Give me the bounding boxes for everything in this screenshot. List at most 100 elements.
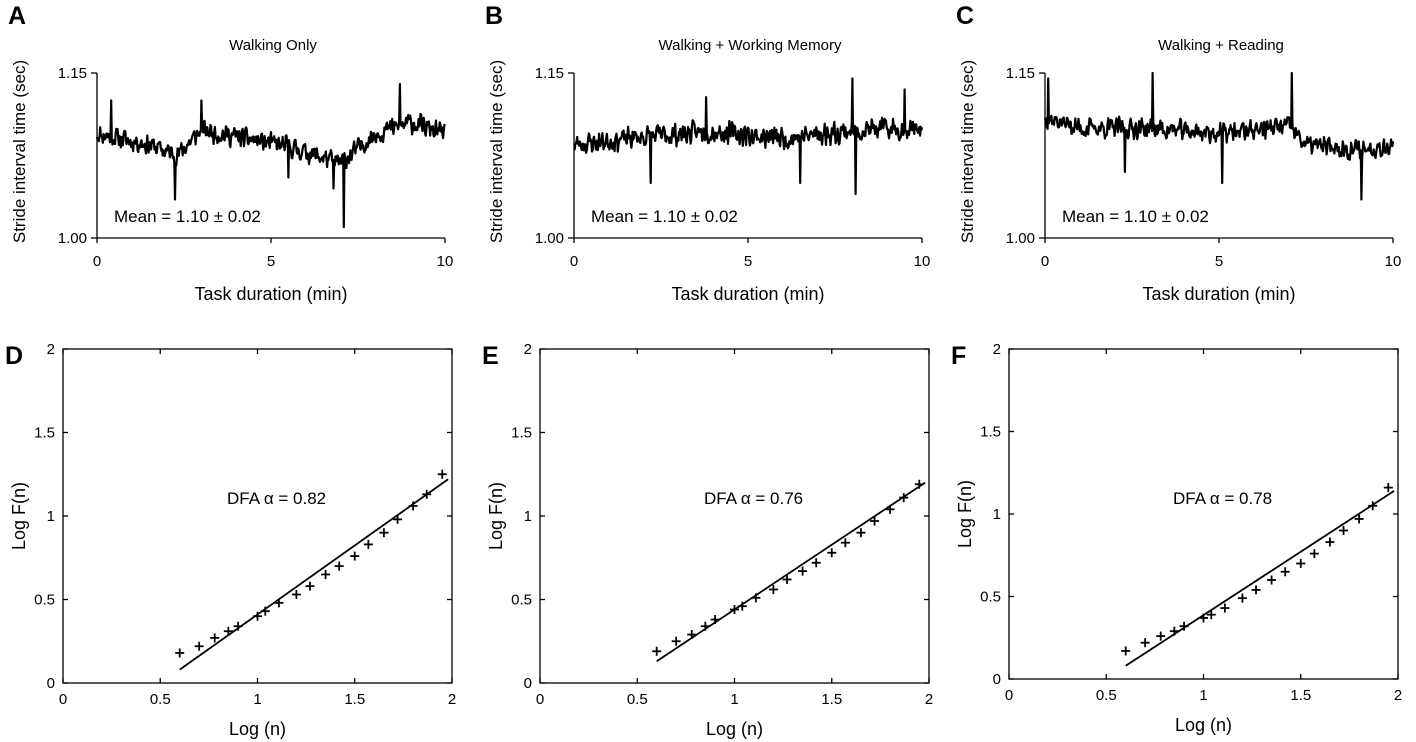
y-axis-label: Stride interval time (sec)	[958, 60, 977, 243]
panel-title: Walking Only	[229, 37, 317, 54]
data-point	[321, 569, 331, 579]
mean-annotation: Mean = 1.10 ± 0.02	[114, 207, 261, 226]
x-axis-label: Log (n)	[706, 719, 763, 739]
data-point	[899, 493, 909, 503]
data-point	[730, 605, 739, 615]
data-point	[210, 633, 220, 643]
data-point	[1199, 613, 1208, 623]
x-tick-label: 0.5	[150, 691, 171, 708]
data-point	[914, 479, 924, 489]
x-tick-label: 0.5	[627, 691, 648, 708]
y-tick-label: 1.15	[1006, 65, 1035, 82]
data-point	[1156, 631, 1166, 641]
data-point	[885, 504, 895, 514]
data-point	[1169, 626, 1179, 636]
y-tick-label: 0.5	[980, 589, 1001, 606]
y-tick-label: 1.00	[535, 230, 564, 247]
y-tick-label: 0	[47, 675, 55, 692]
data-point	[1140, 638, 1150, 648]
x-tick-label: 10	[914, 253, 931, 270]
stride-interval-series	[1043, 71, 1395, 201]
panel-a: A Walking Only 1.00 1.15 0 5 10 Task duration (…	[8, 2, 453, 304]
regression-line	[656, 481, 926, 663]
panel-title: Walking + Working Memory	[659, 37, 842, 54]
data-point	[393, 514, 403, 524]
data-point	[1267, 575, 1277, 585]
x-axis-label: Task duration (min)	[194, 284, 347, 304]
x-tick-label: 2	[925, 691, 933, 708]
data-point	[840, 538, 850, 548]
data-point	[1339, 526, 1349, 535]
data-point	[811, 558, 821, 568]
y-tick-label: 1.15	[535, 65, 564, 82]
data-point	[233, 621, 243, 631]
stride-interval-series	[95, 82, 446, 229]
data-point	[350, 551, 360, 561]
panel-c: C Walking + Reading 1.00 1.15 0 5 10 Task durat…	[956, 2, 1401, 304]
data-point	[687, 630, 697, 640]
data-point	[700, 621, 710, 631]
data-point	[291, 589, 301, 599]
data-point	[379, 528, 389, 538]
x-tick-label: 10	[1385, 253, 1402, 270]
y-tick-label: 1.15	[58, 65, 87, 82]
data-point	[274, 598, 284, 608]
data-point	[1237, 593, 1247, 603]
data-point	[856, 528, 866, 538]
data-point	[652, 646, 662, 656]
plot-frame	[1008, 348, 1399, 680]
data-point	[782, 574, 792, 584]
data-point	[737, 601, 747, 611]
data-point	[223, 626, 233, 636]
x-tick-label: 1.5	[821, 691, 842, 708]
x-tick-label: 1.5	[344, 691, 365, 708]
data-point	[1325, 537, 1335, 547]
x-tick-label: 0	[59, 691, 67, 708]
panel-letter: C	[956, 2, 974, 30]
panel-b: B Walking + Working Memory 1.00 1.15 0 5 10 Tas…	[485, 2, 930, 304]
x-tick-label: 0	[536, 691, 544, 708]
data-point	[671, 636, 681, 646]
x-tick-label: 10	[437, 253, 454, 270]
mean-annotation: Mean = 1.10 ± 0.02	[1062, 207, 1209, 226]
x-axis-label: Task duration (min)	[1142, 284, 1295, 304]
data-point	[1280, 567, 1290, 577]
y-tick-label: 0.5	[511, 592, 532, 609]
data-point	[751, 593, 761, 603]
regression-line	[1125, 490, 1395, 667]
data-point	[408, 501, 418, 511]
y-tick-label: 2	[47, 341, 55, 358]
x-tick-label: 5	[1215, 253, 1223, 270]
x-tick-label: 0	[570, 253, 578, 270]
y-tick-label: 1.5	[34, 425, 55, 442]
y-tick-label: 1.00	[1006, 230, 1035, 247]
data-point	[253, 611, 262, 621]
x-tick-label: 2	[1394, 687, 1402, 704]
data-point	[1121, 646, 1131, 656]
panel-e: E 0 0.5 1 1.5 2 0 0.5 1 1.5 2 Log (n) Log F(n) DFA α …	[482, 341, 933, 739]
data-point	[363, 539, 373, 549]
data-point	[1354, 514, 1364, 524]
y-tick-label: 0	[993, 671, 1001, 688]
regression-line	[179, 478, 449, 671]
x-tick-label: 0	[93, 253, 101, 270]
data-point	[1383, 483, 1393, 493]
data-point	[1206, 610, 1216, 620]
panel-letter: D	[5, 342, 23, 370]
y-axis-label: Log F(n)	[9, 482, 29, 550]
x-axis-label: Log (n)	[1175, 715, 1232, 735]
dfa-annotation: DFA α = 0.82	[227, 489, 326, 508]
panel-letter: E	[482, 342, 499, 370]
data-point	[334, 561, 344, 571]
x-tick-label: 1	[1199, 687, 1207, 704]
x-tick-label: 0.5	[1096, 687, 1117, 704]
dfa-annotation: DFA α = 0.76	[704, 489, 803, 508]
data-point	[305, 581, 315, 591]
y-tick-label: 1.00	[58, 230, 87, 247]
y-tick-label: 1.5	[511, 425, 532, 442]
panel-d: D 0 0.5 1 1.5 2 0 0.5 1 1.5 2 Log (n) Log F(n) DFA α …	[5, 341, 456, 739]
x-axis-label: Log (n)	[229, 719, 286, 739]
panel-letter: B	[485, 2, 503, 30]
data-point	[1220, 603, 1230, 613]
